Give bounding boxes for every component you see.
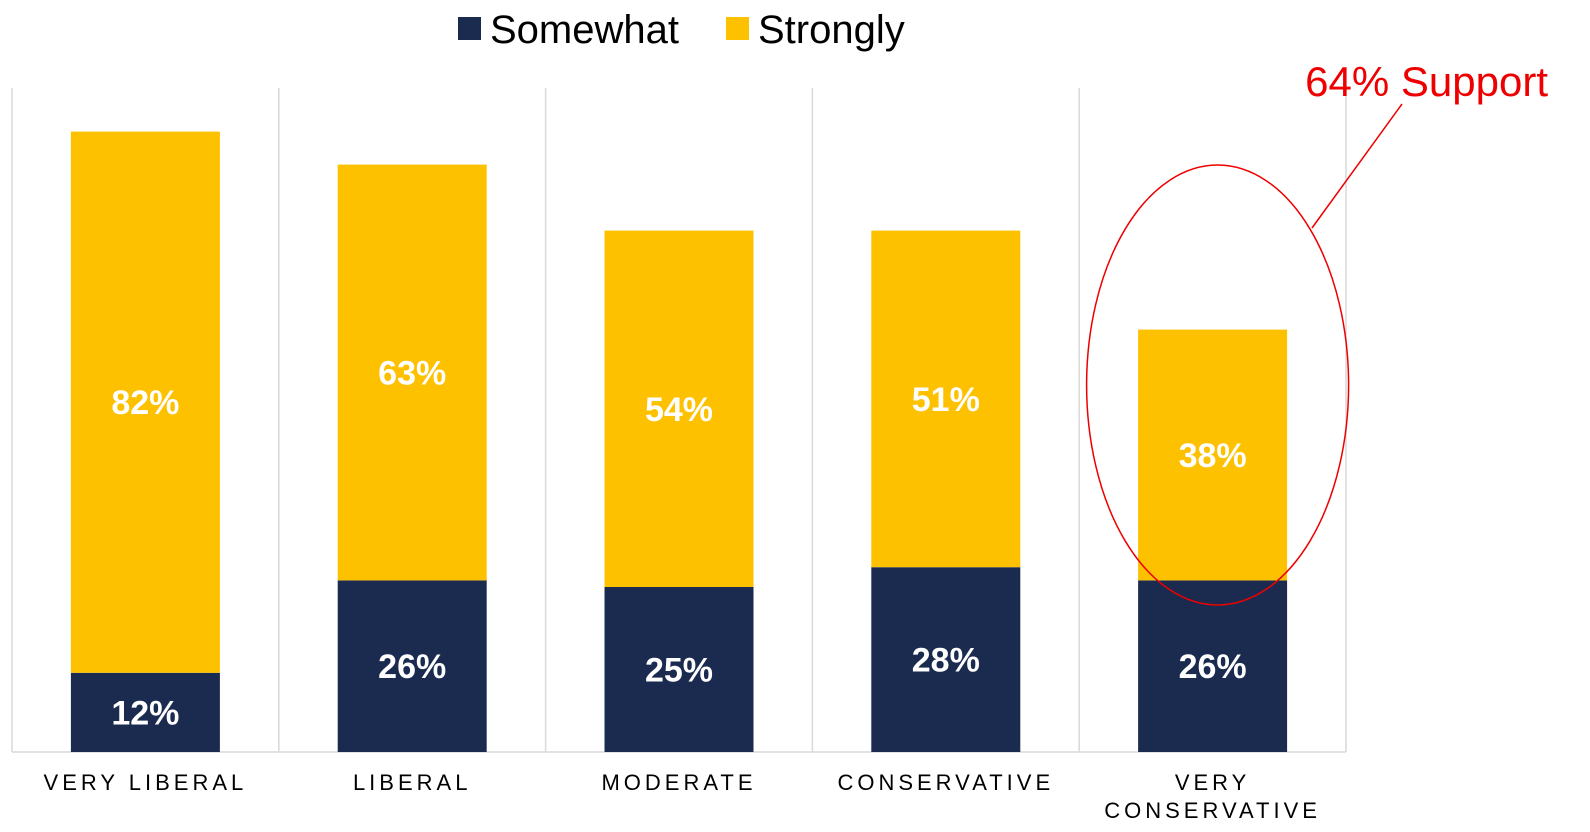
data-label-strongly-4: 51%: [912, 381, 980, 419]
bar-strongly-3: [604, 230, 754, 587]
bars: [70, 131, 1288, 752]
bar-somewhat-1: [70, 672, 220, 752]
category-label: VERY LIBERAL: [44, 770, 248, 795]
callout-ellipse: [1085, 164, 1350, 606]
category-label: VERY: [1175, 770, 1251, 795]
support-callout: 64% Support: [1085, 58, 1548, 606]
legend-label-strongly: Strongly: [758, 8, 905, 52]
data-label-somewhat-5: 26%: [1179, 648, 1247, 686]
bar-strongly-1: [70, 131, 220, 673]
data-label-strongly-2: 63%: [378, 355, 446, 393]
category-labels: VERY LIBERAL LIBERAL MODERATE CONSERVATIVE V…: [44, 770, 1321, 823]
data-label-strongly-5: 38%: [1179, 437, 1247, 475]
callout-text: 64% Support: [1305, 58, 1548, 105]
data-label-somewhat-1: 12%: [111, 694, 179, 732]
bar-somewhat-3: [604, 587, 754, 752]
legend: Somewhat Strongly: [458, 8, 905, 52]
callout-leader-line: [1311, 103, 1403, 229]
bar-somewhat-2: [337, 580, 487, 752]
bar-strongly-5: [1138, 329, 1288, 581]
bar-strongly-2: [337, 164, 487, 581]
category-label: CONSERVATIVE: [837, 770, 1054, 795]
bar-somewhat-5: [1138, 580, 1288, 752]
category-label: MODERATE: [601, 770, 756, 795]
data-label-somewhat-2: 26%: [378, 648, 446, 686]
data-label-somewhat-3: 25%: [645, 652, 713, 690]
data-label-somewhat-4: 28%: [912, 642, 980, 680]
data-labels: 12% 82% 26% 63% 25% 54% 28% 51% 26% 38%: [111, 355, 1246, 733]
legend-swatch-somewhat: [458, 17, 481, 40]
legend-swatch-strongly: [726, 17, 749, 40]
bar-strongly-4: [871, 230, 1021, 568]
data-label-strongly-3: 54%: [645, 391, 713, 429]
category-label: LIBERAL: [353, 770, 472, 795]
category-label: CONSERVATIVE: [1104, 798, 1321, 823]
bar-somewhat-4: [871, 567, 1021, 752]
data-label-strongly-1: 82%: [111, 384, 179, 422]
legend-label-somewhat: Somewhat: [490, 8, 679, 52]
